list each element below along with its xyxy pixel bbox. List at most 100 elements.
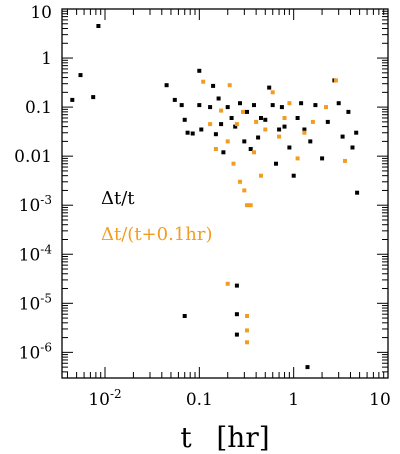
point-dt-over-t bbox=[234, 332, 239, 337]
point-dt-over-t-plus bbox=[302, 130, 307, 135]
point-dt-over-t bbox=[295, 116, 300, 120]
point-dt-over-t bbox=[299, 101, 304, 106]
point-dt-over-t bbox=[225, 105, 230, 110]
point-dt-over-t-plus bbox=[201, 79, 206, 84]
point-dt-over-t bbox=[182, 314, 187, 318]
point-dt-over-t-plus bbox=[287, 101, 292, 106]
y-tick-label: 1 bbox=[41, 49, 52, 69]
point-dt-over-t bbox=[229, 116, 234, 120]
point-dt-over-t bbox=[320, 156, 325, 161]
point-dt-over-t-plus bbox=[263, 127, 268, 132]
point-dt-over-t bbox=[313, 103, 318, 108]
point-dt-over-t-plus bbox=[324, 105, 328, 110]
x-axis-title: t bbox=[180, 421, 192, 454]
x-tick-labels: 10-2 0.1 1 10 bbox=[88, 387, 390, 410]
point-dt-over-t-plus bbox=[245, 340, 249, 345]
point-dt-over-t bbox=[270, 103, 275, 108]
x-tick-label: 10-2 bbox=[88, 387, 121, 410]
x-tick-label: 10 bbox=[369, 390, 391, 410]
point-dt-over-t bbox=[197, 68, 202, 73]
point-dt-over-t bbox=[78, 73, 83, 78]
point-dt-over-t-plus bbox=[245, 328, 249, 333]
point-dt-over-t bbox=[259, 116, 263, 120]
y-tick-label: 10 bbox=[30, 3, 52, 23]
point-dt-over-t-plus bbox=[234, 122, 239, 127]
data-points bbox=[70, 24, 360, 370]
point-dt-over-t bbox=[267, 85, 272, 90]
point-dt-over-t bbox=[213, 132, 218, 137]
point-dt-over-t bbox=[242, 139, 247, 144]
y-tick-label: 10-5 bbox=[19, 291, 52, 314]
point-dt-over-t bbox=[164, 83, 169, 88]
y-tick-labels: 10 1 0.1 0.01 10-3 10-4 10-5 10-6 bbox=[14, 3, 52, 363]
point-dt-over-t bbox=[216, 96, 221, 101]
point-dt-over-t-plus bbox=[333, 78, 338, 83]
y-tick-label: 10-4 bbox=[19, 242, 53, 265]
x-tick-label: 1 bbox=[288, 390, 299, 410]
point-dt-over-t-plus bbox=[248, 203, 253, 208]
point-dt-over-t bbox=[70, 97, 75, 102]
point-dt-over-t bbox=[252, 103, 256, 108]
point-dt-over-t-plus bbox=[225, 281, 230, 286]
point-dt-over-t-plus bbox=[227, 83, 232, 88]
point-dt-over-t bbox=[208, 105, 213, 110]
point-dt-over-t bbox=[248, 147, 253, 151]
x-axis-unit: [hr] bbox=[216, 421, 269, 454]
point-dt-over-t bbox=[355, 190, 360, 195]
point-dt-over-t bbox=[302, 127, 307, 132]
point-dt-over-t-plus bbox=[219, 108, 224, 113]
point-dt-over-t-plus bbox=[245, 203, 249, 208]
point-dt-over-t bbox=[263, 117, 268, 122]
point-dt-over-t bbox=[234, 312, 239, 317]
point-dt-over-t bbox=[233, 124, 238, 129]
point-dt-over-t-plus bbox=[282, 116, 287, 120]
point-dt-over-t bbox=[346, 109, 351, 114]
point-dt-over-t bbox=[279, 105, 284, 110]
point-dt-over-t bbox=[221, 150, 226, 155]
point-dt-over-t-plus bbox=[245, 314, 249, 318]
point-dt-over-t-plus bbox=[259, 173, 263, 178]
point-dt-over-t bbox=[336, 101, 341, 106]
point-dt-over-t-plus bbox=[231, 161, 236, 166]
point-dt-over-t bbox=[238, 101, 242, 106]
point-dt-over-t bbox=[199, 127, 204, 132]
point-dt-over-t bbox=[96, 24, 101, 28]
legend-label-dt-over-t: Δt/t bbox=[101, 188, 135, 209]
point-dt-over-t bbox=[211, 83, 216, 88]
point-dt-over-t bbox=[91, 95, 96, 100]
point-dt-over-t bbox=[325, 119, 330, 124]
point-dt-over-t bbox=[354, 130, 359, 135]
point-dt-over-t bbox=[245, 109, 249, 114]
legend-label-dt-over-t-plus: Δt/(t+0.1hr) bbox=[101, 224, 212, 245]
point-dt-over-t bbox=[282, 124, 287, 129]
point-dt-over-t bbox=[234, 283, 239, 288]
point-dt-over-t bbox=[219, 122, 224, 127]
point-dt-over-t bbox=[274, 161, 278, 166]
point-dt-over-t-plus bbox=[277, 134, 282, 139]
axis-ticks bbox=[62, 8, 389, 379]
point-dt-over-t bbox=[340, 134, 345, 139]
plot-frame bbox=[61, 8, 389, 379]
point-dt-over-t bbox=[185, 130, 190, 135]
point-dt-over-t bbox=[287, 145, 292, 150]
point-dt-over-t bbox=[277, 127, 282, 132]
y-tick-label: 10-6 bbox=[19, 340, 52, 363]
point-dt-over-t bbox=[190, 131, 195, 136]
y-tick-label: 0.01 bbox=[14, 147, 52, 167]
point-dt-over-t-plus bbox=[242, 188, 247, 193]
point-dt-over-t-plus bbox=[241, 109, 245, 114]
point-dt-over-t bbox=[197, 103, 202, 108]
y-tick-label: 0.1 bbox=[25, 98, 52, 118]
point-dt-over-t-plus bbox=[225, 139, 230, 144]
point-dt-over-t bbox=[256, 135, 261, 140]
point-dt-over-t-plus bbox=[213, 147, 218, 151]
point-dt-over-t bbox=[308, 139, 313, 144]
point-dt-over-t-plus bbox=[295, 156, 300, 161]
x-tick-label: 0.1 bbox=[186, 390, 213, 410]
point-dt-over-t bbox=[182, 117, 187, 122]
point-dt-over-t-plus bbox=[270, 90, 275, 95]
point-dt-over-t bbox=[305, 365, 310, 370]
point-dt-over-t bbox=[179, 103, 184, 108]
point-dt-over-t bbox=[291, 173, 296, 178]
